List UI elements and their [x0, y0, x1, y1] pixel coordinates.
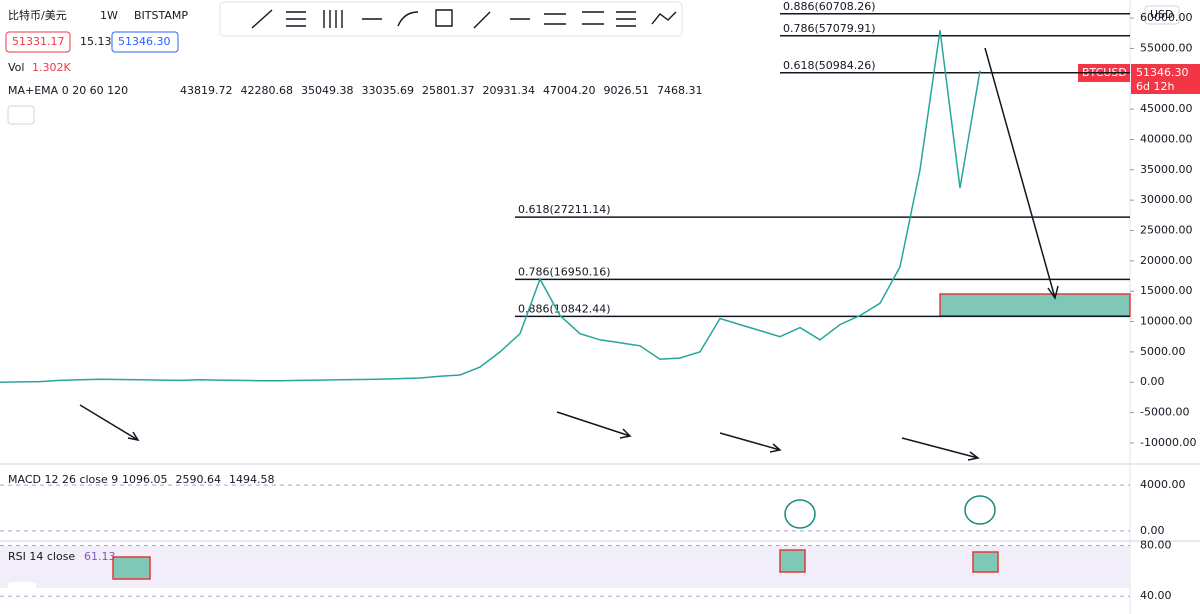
ask-box[interactable]	[111, 31, 179, 53]
fib-label: 0.786(57079.91)	[783, 22, 876, 35]
y-tick-label: 60000.00	[1140, 11, 1193, 24]
price-tag	[1131, 64, 1200, 94]
rsi-title: RSI 14 close	[8, 550, 75, 563]
vol-value: 1.302K	[32, 61, 71, 74]
ma-value: 9026.51	[604, 84, 650, 97]
symbol: 比特币/美元	[8, 8, 67, 22]
fib-label: 0.618(27211.14)	[518, 203, 611, 216]
macd-value: 1494.58	[229, 473, 275, 486]
macd-title: MACD 12 26 close 9	[8, 473, 118, 486]
annotation-arrows	[79, 47, 1059, 461]
ma-value: 47004.20	[543, 84, 596, 97]
tag-price: 51346.30	[1136, 66, 1189, 79]
ma-value: 33035.69	[362, 84, 415, 97]
interval: 1W	[100, 9, 118, 22]
y-tick-label: 0.00	[1140, 375, 1165, 388]
toolbar-icons[interactable]	[251, 9, 677, 29]
y-tick-label: -5000.00	[1140, 406, 1189, 419]
y-tick-label: 10000.00	[1140, 315, 1193, 328]
ask[interactable]: 51346.30	[118, 35, 171, 48]
y-tick-label: 4000.00	[1140, 478, 1186, 491]
ma-label: MA+EMA 0 20 60 120	[8, 84, 128, 97]
currency-select[interactable]	[1144, 5, 1180, 25]
ma-value: 43819.72	[180, 84, 233, 97]
bid[interactable]: 51331.17	[12, 35, 65, 48]
highlights	[112, 495, 999, 580]
y-tick-label: 5000.00	[1140, 345, 1186, 358]
ma-value: 25801.37	[422, 84, 475, 97]
fib-label: 0.786(16950.16)	[518, 265, 611, 278]
ma-value: 7468.31	[657, 84, 703, 97]
tag-countdown: 6d 12h	[1136, 80, 1174, 93]
y-tick-label: 20000.00	[1140, 254, 1193, 267]
currency[interactable]: USD	[1150, 8, 1174, 21]
fib-label: 0.886(10842.44)	[518, 302, 611, 315]
y-tick-label: 40.00	[1140, 589, 1172, 602]
logo	[8, 582, 36, 606]
spread: 15.13	[80, 35, 112, 48]
y-tick-label: 55000.00	[1140, 41, 1193, 54]
fib-label: 0.886(60708.26)	[783, 0, 876, 13]
y-tick-label: 80.00	[1140, 539, 1172, 552]
macd-value: 1096.05	[122, 473, 168, 486]
target-zone	[939, 293, 1131, 317]
vol-label: Vol	[8, 61, 24, 74]
y-tick-label: 45000.00	[1140, 102, 1193, 115]
ma-value: 35049.38	[301, 84, 354, 97]
y-tick-label: 0.00	[1140, 524, 1165, 537]
macd-value: 2590.64	[176, 473, 222, 486]
price-line	[0, 30, 981, 383]
y-tick-label: 15000.00	[1140, 284, 1193, 297]
exchange: BITSTAMP	[134, 9, 188, 22]
y-tick-label: 35000.00	[1140, 163, 1193, 176]
ma-value: 20931.34	[483, 84, 536, 97]
y-tick-label: -10000.00	[1140, 436, 1196, 449]
y-tick-label: 30000.00	[1140, 193, 1193, 206]
ma-value: 42280.68	[241, 84, 294, 97]
y-tick-label: 40000.00	[1140, 132, 1193, 145]
fib-label: 0.618(50984.26)	[783, 59, 876, 72]
collapse-button[interactable]	[7, 105, 35, 125]
bid-box[interactable]	[5, 31, 71, 53]
rsi-band	[0, 546, 1130, 588]
y-tick-label: 25000.00	[1140, 224, 1193, 237]
price-axis-bg	[1130, 0, 1200, 614]
rsi-value: 61.13	[84, 550, 116, 563]
